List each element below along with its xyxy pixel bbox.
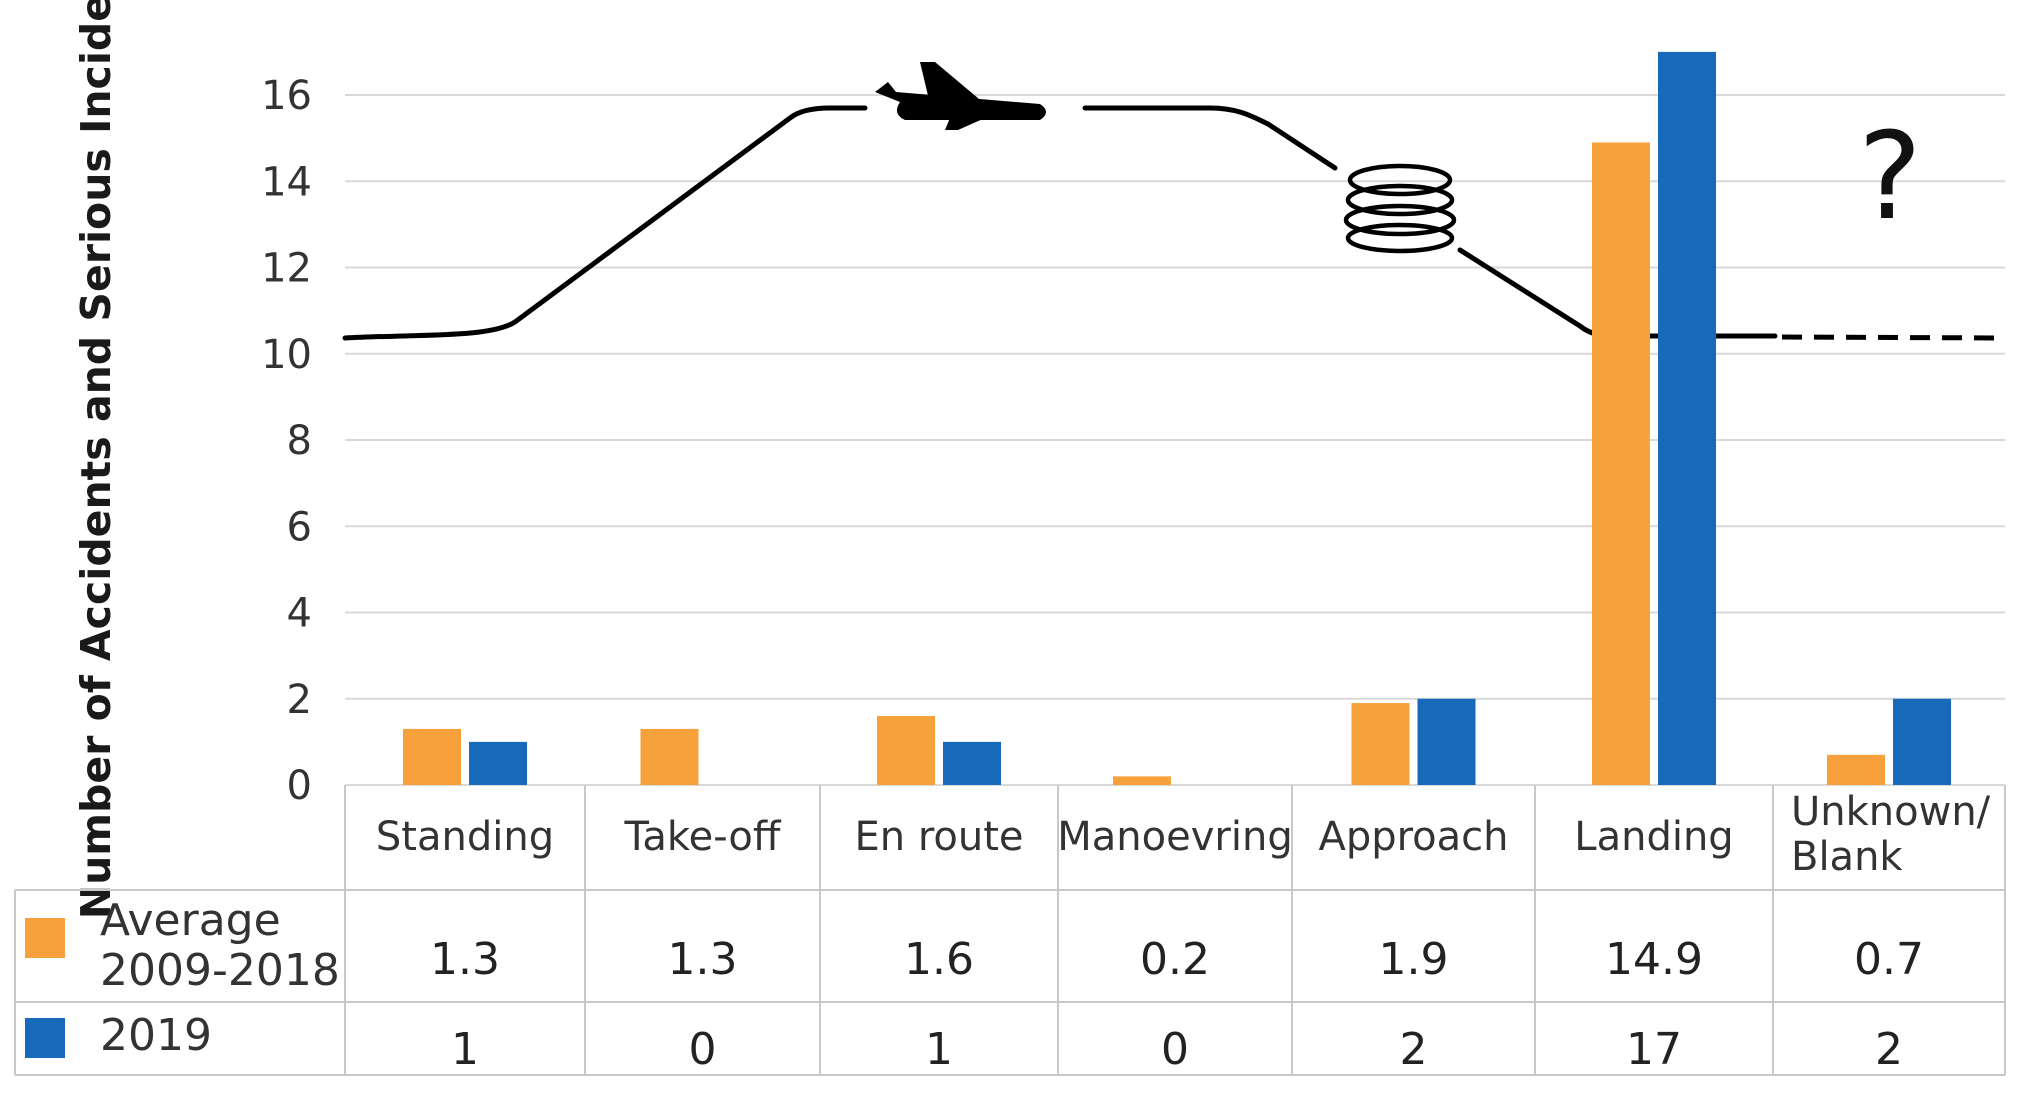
y-tick-label: 10: [261, 332, 312, 378]
data-label: 1.3: [430, 934, 500, 985]
category-label: Unknown/: [1791, 789, 1991, 835]
bars: [403, 51, 1951, 785]
y-tick-label: 16: [261, 73, 312, 119]
y-tick-label: 0: [287, 763, 312, 809]
bar-2019-4: [1417, 698, 1476, 785]
bar-2019-6: [1893, 698, 1951, 785]
cruise-line: [1082, 105, 1338, 171]
category-label: Take-off: [624, 814, 782, 860]
data-label: 2: [1400, 1024, 1428, 1075]
y-tick-label: 12: [261, 246, 312, 292]
data-label: 1: [925, 1024, 953, 1075]
y-tick-label: 2: [287, 677, 312, 723]
category-label: Landing: [1574, 814, 1733, 860]
bar-average-0: [403, 728, 461, 785]
data-label: 0.2: [1140, 934, 1210, 985]
y-tick-label: 4: [287, 591, 312, 637]
y-tick-label: 8: [287, 418, 312, 464]
data-label: 17: [1626, 1024, 1682, 1075]
legend-label: Average: [100, 895, 281, 946]
bar-average-4: [1351, 703, 1410, 785]
bar-average-3: [1113, 776, 1171, 785]
bar-2019-0: [469, 741, 527, 785]
category-label: Manoevring: [1057, 814, 1292, 860]
gridlines: [345, 94, 2005, 786]
legend-label: 2019: [100, 1010, 212, 1061]
unknown-dashed-line: [1781, 334, 2006, 341]
y-tick-label: 14: [261, 159, 312, 205]
bar-2019-5: [1658, 51, 1716, 785]
bar-2019-2: [943, 741, 1001, 785]
bar-average-2: [877, 716, 935, 785]
data-label: 0: [1161, 1024, 1189, 1075]
unknown-question-mark: ?: [1858, 108, 1922, 247]
category-label: Standing: [376, 814, 554, 860]
bar-average-5: [1592, 142, 1650, 785]
flight-path-line: [342, 105, 868, 341]
legend-swatch-2019: [25, 1018, 65, 1058]
legend-label-line2: 2009-2018: [100, 945, 340, 996]
y-axis: 0 2 4 6 8 10 12 14 16: [261, 73, 312, 809]
data-label: 2: [1875, 1024, 1903, 1075]
holding-pattern-icon: [1343, 163, 1457, 254]
category-label: En route: [854, 814, 1023, 860]
data-label: 0.7: [1854, 934, 1924, 985]
data-table: Standing Take-off En route Manoevring Approa…: [14, 785, 2006, 1076]
y-axis-label: Number of Accidents and Serious Incident…: [72, 0, 120, 919]
category-label-line2: Blank: [1791, 834, 1903, 880]
data-label: 0: [689, 1024, 717, 1075]
airplane-icon: [875, 62, 1046, 130]
category-label: Approach: [1318, 814, 1508, 860]
bar-average-1: [640, 728, 699, 785]
flight-profile: ?: [342, 62, 2006, 341]
data-label: 1.6: [904, 934, 974, 985]
y-tick-label: 6: [287, 504, 312, 550]
data-label: 1: [451, 1024, 479, 1075]
data-label: 1.9: [1379, 934, 1449, 985]
bar-average-6: [1827, 754, 1885, 785]
data-label: 1.3: [668, 934, 738, 985]
legend-swatch-average: [25, 918, 65, 958]
data-label: 14.9: [1605, 934, 1703, 985]
